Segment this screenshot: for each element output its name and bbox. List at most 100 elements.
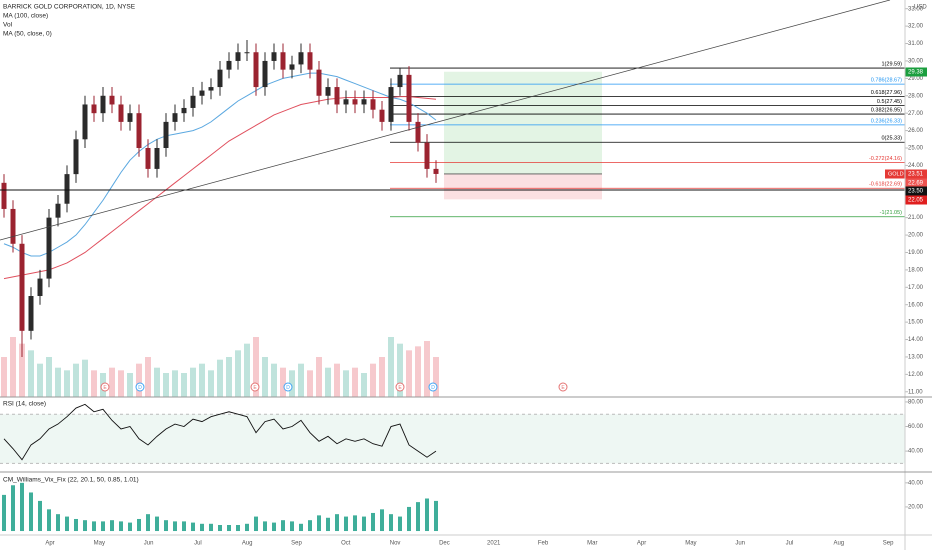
vix-bar [173,521,177,532]
candle-body [271,52,277,61]
vix-bar [101,521,105,532]
volume-bar [190,367,196,397]
x-tick-label: Jun [735,541,745,547]
x-tick-label: Mar [587,541,597,547]
rsi-title: RSI (14, close) [3,401,46,408]
price-tag-label: 23.51 [908,172,924,178]
volume-bar [307,370,313,397]
event-label: D [286,385,290,391]
event-marker [250,382,260,392]
volume-bar [10,337,16,397]
price-tag [905,186,927,196]
fib-label: 0.236(26.33) [871,118,902,124]
vix-bar [317,515,321,532]
y-tick-label: 21.00 [908,215,924,221]
fib-label: -0.618(22.69) [869,182,902,188]
x-tick-label: Oct [341,541,351,547]
volume-bar [55,367,61,397]
vix-bar [254,516,258,532]
vix-bar [128,522,132,532]
fib-label: -0.272(24.16) [869,156,902,162]
y-tick-label: 12.00 [908,372,924,378]
event-label: D [138,385,142,391]
candle-body [208,87,214,91]
volume-bar [19,343,25,397]
candle-body [433,168,439,174]
price-tag [905,67,927,77]
volume-bar [199,363,205,397]
candle-body [136,113,142,149]
candle-body [379,109,385,122]
vix-bar [191,522,195,532]
event-marker [558,382,568,392]
event-label: E [398,385,402,391]
candle-body [325,87,331,96]
x-tick-label: May [685,541,696,547]
y-tick-label: 20.00 [908,505,924,511]
volume-bar [271,363,277,397]
x-tick-label: Jul [194,541,202,547]
y-tick-label: 14.00 [908,337,924,343]
price-tag [905,169,927,179]
vix-bar [281,520,285,532]
y-tick-label: 17.00 [908,285,924,291]
candle-body [100,95,106,114]
candle-body [199,90,205,96]
symbol-tag [885,169,905,179]
volume-bar [397,343,403,397]
event-label: E [561,385,565,391]
vix-bar [326,517,330,532]
candle-body [352,99,358,105]
price-tag-label: 29.38 [908,70,924,76]
volume-bar [280,367,286,397]
candle-body [316,69,322,96]
vix-bar [200,523,204,532]
candle-body [361,99,367,105]
volume-bar [136,363,142,397]
volume-bar [361,373,367,397]
volume-bar [343,370,349,397]
vix-bar [398,516,402,532]
x-tick-label: May [94,541,105,547]
candle-body [280,52,286,70]
candle-body [298,52,304,65]
candle-body [37,278,43,297]
candle-body [334,87,340,105]
vix-bar [416,502,420,532]
profit-zone [444,71,602,174]
fib-label: -1(21.05) [880,210,902,216]
vix-bar [137,518,141,532]
y-tick-label: 33.00 [908,6,924,12]
fib-label: 0.5(27.45) [877,99,902,105]
volume-bar [64,370,70,397]
vix-bar [110,520,114,532]
y-tick-label: 25.00 [908,146,924,152]
fib-label: 0(25.33) [882,136,903,142]
vix-bar [272,522,276,532]
vix-bar [92,521,96,532]
price-tag-label: 22.69 [908,181,924,187]
y-tick-label: 26.00 [908,128,924,134]
y-tick-label: 19.00 [908,250,924,256]
volume-bar [316,357,322,397]
volume-bar [181,373,187,397]
volume-bar [145,357,151,397]
x-tick-label: Aug [242,541,253,547]
y-tick-label: 11.00 [908,389,923,395]
volume-bar [91,370,97,397]
indicator-label: Vol [3,22,13,29]
volume-bar [415,346,421,397]
indicator-label: MA (100, close) [3,13,48,20]
candle-body [424,142,430,169]
rsi-band [0,414,905,464]
y-tick-label: 30.00 [908,59,924,65]
volume-bar [352,367,358,397]
vix-bar [65,516,69,532]
y-tick-label: 18.00 [908,267,924,273]
event-marker [135,382,145,392]
vix-bar [353,515,357,532]
candle-body [28,296,34,331]
volume-bar [388,337,394,397]
vix-bar [218,525,222,532]
x-tick-label: Aug [833,541,844,547]
